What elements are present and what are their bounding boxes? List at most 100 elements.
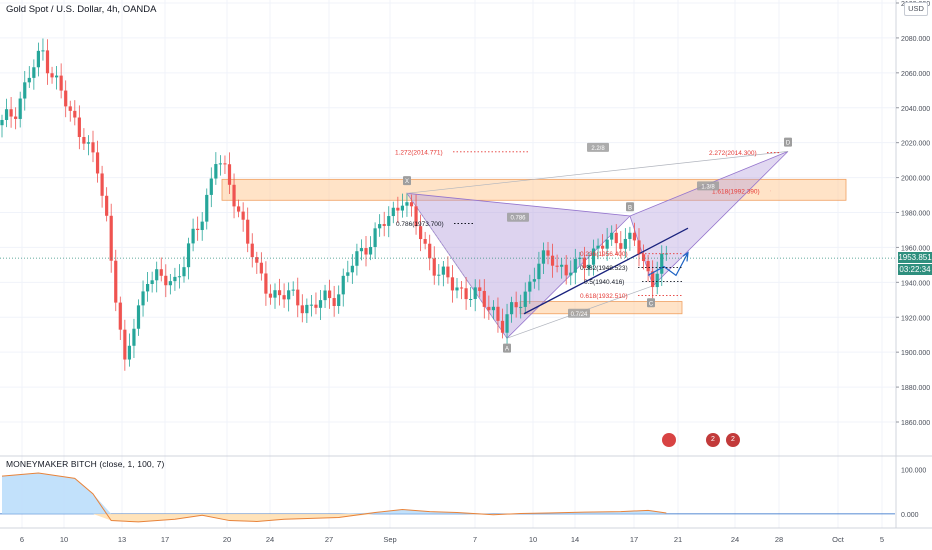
candle-body	[441, 266, 445, 275]
fib-level-label: 1.272(2014.771)	[395, 149, 443, 156]
point-label: X	[405, 179, 409, 185]
candle-body	[496, 306, 500, 321]
candle-body	[277, 290, 282, 296]
candle-body	[282, 295, 286, 300]
indicator-positive-area	[2, 473, 667, 514]
us-flag-event-icon[interactable]: 2	[726, 433, 740, 447]
candle-body	[641, 254, 646, 262]
event-count: 2	[711, 436, 715, 443]
price-tick-label: 1920.000	[901, 315, 930, 322]
candle-body	[255, 257, 259, 263]
us-flag-event-icon[interactable]	[662, 433, 676, 447]
candle-body	[582, 257, 586, 269]
candle-body	[382, 224, 386, 226]
time-tick-label: 20	[223, 535, 231, 544]
candle-body	[296, 289, 300, 306]
candle-body	[660, 253, 664, 274]
candle-body	[241, 211, 245, 220]
candle-body	[314, 304, 318, 308]
candle-body	[182, 267, 186, 277]
ratio-label-box	[697, 181, 719, 191]
candle-body	[646, 261, 650, 272]
candle-body	[414, 206, 418, 227]
candle-body	[405, 202, 409, 206]
time-tick-label: 10	[529, 535, 537, 544]
candle-body	[364, 248, 368, 255]
candle-body	[309, 304, 313, 306]
candle-body	[573, 259, 577, 273]
candle-body	[601, 245, 605, 249]
ratio-label: 1.3/8	[701, 184, 715, 190]
candle-body	[596, 245, 600, 249]
candle-body	[337, 294, 341, 306]
price-tick-label: 1860.000	[901, 420, 930, 427]
candle-body	[237, 206, 241, 212]
us-flag-event-icon[interactable]: 2	[706, 433, 720, 447]
price-tick-label: 2020.000	[901, 141, 930, 148]
candle-body	[328, 290, 332, 299]
pattern-point-labels: X A B C D	[403, 137, 792, 353]
trendline	[523, 227, 689, 315]
candle-body	[355, 251, 359, 266]
candle-body	[23, 82, 27, 99]
point-label-box	[647, 298, 655, 308]
candle-body	[305, 304, 309, 314]
candle-body	[632, 232, 637, 241]
candlesticks	[0, 38, 668, 371]
candle-body	[77, 117, 81, 138]
candle-body	[473, 287, 477, 300]
candle-body	[146, 283, 150, 292]
time-tick-label: 24	[731, 535, 739, 544]
candle-body	[91, 142, 95, 153]
candle-body	[41, 50, 45, 52]
candle-body	[478, 287, 482, 291]
ratio-label-box	[587, 142, 609, 152]
candle-body	[186, 243, 191, 268]
point-label: B	[628, 205, 632, 211]
candle-body	[564, 264, 568, 276]
candle-body	[73, 110, 77, 118]
candle-body	[159, 269, 163, 276]
candle-body	[587, 264, 591, 269]
candle-body	[446, 266, 450, 278]
candle-body	[268, 293, 273, 298]
candle-body	[173, 276, 177, 282]
candle-body	[387, 216, 391, 226]
candle-body	[82, 137, 86, 144]
fib-level-label: 0.236(1956.400)	[580, 251, 628, 258]
candle-body	[555, 265, 559, 267]
candle-body	[396, 207, 400, 211]
candle-body	[409, 202, 414, 207]
candle-body	[105, 195, 109, 216]
fib-level-label: 0.786(1973.700)	[396, 221, 444, 228]
candle-body	[350, 265, 354, 273]
candle-body	[464, 288, 468, 300]
time-tick-label: Sep	[383, 535, 396, 544]
candle-body	[378, 224, 382, 229]
time-tick-label: 14	[571, 535, 579, 544]
candle-body	[532, 279, 536, 282]
time-tick-label: 6	[20, 535, 24, 544]
pattern-triangle-bcd	[629, 151, 789, 287]
candle-body	[469, 299, 473, 301]
candle-body	[450, 277, 455, 291]
indicator-title: MONEYMAKER BITCH (close, 1, 100, 7)	[6, 459, 165, 469]
last-price-badge: 1953.851	[898, 252, 932, 263]
candle-body	[428, 243, 432, 259]
candle-body	[391, 207, 395, 217]
fib-level-label: 0.618(1932.510)	[580, 293, 628, 300]
candle-body	[623, 238, 627, 249]
candle-body	[510, 302, 514, 315]
candle-body	[227, 164, 232, 185]
candle-body	[86, 142, 91, 144]
currency-badge[interactable]: USD	[904, 2, 928, 16]
candle-body	[651, 271, 655, 288]
candle-body	[423, 239, 427, 244]
candle-body	[155, 269, 159, 281]
price-tick-label: 2040.000	[901, 106, 930, 113]
candle-body	[214, 164, 218, 179]
bar-countdown-badge: 03:22:34	[898, 264, 932, 275]
candle-body	[459, 287, 464, 289]
